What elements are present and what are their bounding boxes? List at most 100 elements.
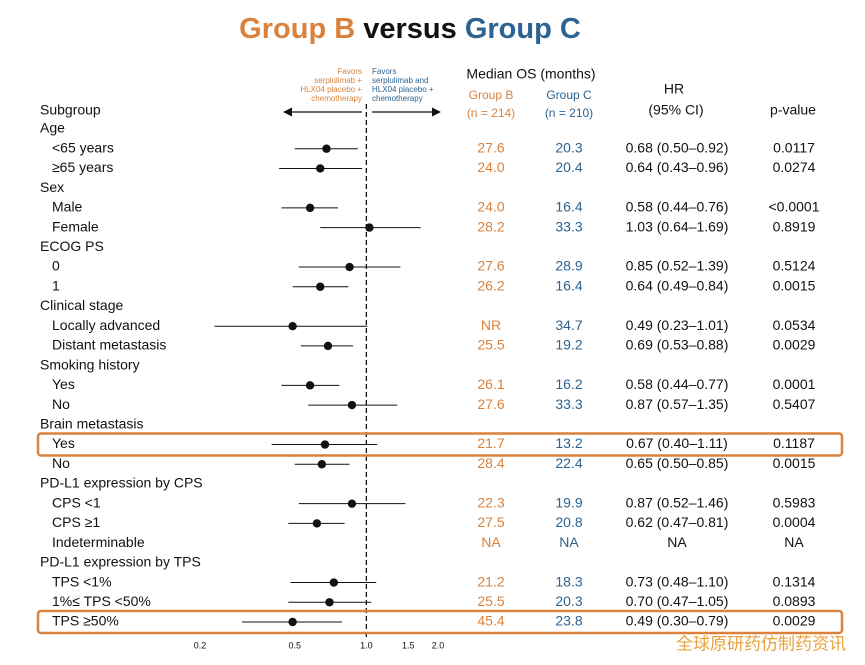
p-value: 0.1187 xyxy=(773,435,815,451)
median-b: 21.7 xyxy=(477,435,504,451)
hr-ci: 0.69 (0.53–0.88) xyxy=(626,337,729,353)
median-c: 23.8 xyxy=(555,613,582,629)
hr-ci: 0.68 (0.50–0.92) xyxy=(626,139,729,155)
median-c: 18.3 xyxy=(555,573,582,589)
group-c-n: (n = 210) xyxy=(545,106,593,120)
favors-left: Favors xyxy=(338,67,362,76)
subgroup-header: Subgroup xyxy=(40,102,101,118)
hr-ci: 0.58 (0.44–0.76) xyxy=(626,199,729,215)
median-b: 24.0 xyxy=(477,159,504,175)
title-part: Group B xyxy=(239,13,355,45)
p-value: 0.0015 xyxy=(773,455,816,471)
median-b: 26.1 xyxy=(477,376,504,392)
hr-point xyxy=(312,519,322,528)
x-tick-label: 0.5 xyxy=(288,640,301,650)
hr-ci: 0.87 (0.52–1.46) xyxy=(626,494,729,510)
subgroup-label: Locally advanced xyxy=(52,317,160,333)
median-b: 25.5 xyxy=(477,337,504,353)
favors-left: serplulimab + xyxy=(314,76,362,85)
median-header: Median OS (months) xyxy=(466,66,595,82)
subgroup-label: No xyxy=(52,455,70,471)
hr-point xyxy=(365,223,374,232)
median-c: 33.3 xyxy=(555,218,582,234)
median-c: 28.9 xyxy=(555,258,582,274)
p-value: 0.8919 xyxy=(773,218,816,234)
median-c: 20.3 xyxy=(555,139,582,155)
favors-right: Favors xyxy=(372,67,396,76)
hr-point xyxy=(345,262,354,272)
subgroup-label: Yes xyxy=(52,376,75,392)
subgroup-label: TPS ≥50% xyxy=(52,613,119,629)
subgroup-label: CPS ≥1 xyxy=(52,514,100,530)
hr-point xyxy=(305,203,315,213)
p-value: 0.5983 xyxy=(773,494,816,510)
hr-point xyxy=(316,164,325,173)
hr-point xyxy=(288,322,297,331)
median-c: 20.4 xyxy=(555,159,582,175)
group-header: Smoking history xyxy=(40,356,140,372)
hr-ci: 0.85 (0.52–1.39) xyxy=(626,258,729,274)
hr-point xyxy=(305,381,315,390)
group-header: Age xyxy=(40,120,65,136)
p-value: 0.0274 xyxy=(773,159,816,175)
median-b: 25.5 xyxy=(477,593,504,609)
hr-ci: 0.62 (0.47–0.81) xyxy=(626,514,729,530)
subgroup-label: 1 xyxy=(52,277,60,293)
title-part: Group C xyxy=(465,13,581,45)
median-c: 13.2 xyxy=(555,435,582,451)
median-c: 22.4 xyxy=(555,455,582,471)
title-part: versus xyxy=(363,13,457,45)
hr-ci: 0.49 (0.30–0.79) xyxy=(626,613,729,629)
subgroup-label: TPS <1% xyxy=(52,573,112,589)
highlight-box xyxy=(36,609,844,635)
p-value: 0.0029 xyxy=(773,613,816,629)
p-value: 0.0004 xyxy=(773,514,816,530)
median-b: 24.0 xyxy=(477,199,504,215)
subgroup-label: Male xyxy=(52,199,83,215)
hr-ci: 0.73 (0.48–1.10) xyxy=(626,573,729,589)
group-header: Clinical stage xyxy=(40,297,123,313)
median-b: 45.4 xyxy=(477,613,504,629)
x-tick-label: 2.0 xyxy=(432,640,445,650)
p-value: 0.0893 xyxy=(773,593,816,609)
hr-ci: 0.58 (0.44–0.77) xyxy=(626,376,729,392)
hr-point xyxy=(317,460,327,469)
favors-right: serplulimab and xyxy=(372,76,428,85)
hr-point xyxy=(347,499,357,508)
median-b: 27.6 xyxy=(477,139,504,155)
subgroup-label: 1%≤ TPS <50% xyxy=(52,593,151,609)
p-value: <0.0001 xyxy=(769,199,820,215)
x-tick-label: 1.0 xyxy=(360,640,373,650)
p-value: 0.5124 xyxy=(773,258,816,274)
hr-ci: 0.65 (0.50–0.85) xyxy=(626,455,729,471)
median-c: 20.8 xyxy=(555,514,582,530)
hr-point xyxy=(322,144,331,153)
hr-ci: 0.67 (0.40–1.11) xyxy=(626,435,728,451)
hr-point xyxy=(323,341,333,351)
p-value: 0.0117 xyxy=(773,139,815,155)
p-value: 0.1314 xyxy=(773,573,816,589)
ci-header: (95% CI) xyxy=(648,102,703,118)
group-header: PD-L1 expression by TPS xyxy=(40,554,201,570)
subgroup-label: Female xyxy=(52,218,99,234)
median-b: 28.4 xyxy=(477,455,504,471)
hr-ci: 1.03 (0.64–1.69) xyxy=(626,218,729,234)
hr-point xyxy=(329,578,339,587)
p-value: 0.0001 xyxy=(773,376,816,392)
hr-point xyxy=(288,617,297,627)
group-c-header: Group C xyxy=(546,88,592,102)
group-header: ECOG PS xyxy=(40,238,104,254)
median-b: 21.2 xyxy=(477,573,504,589)
hr-header: HR xyxy=(664,81,684,97)
median-b: 27.6 xyxy=(477,258,504,274)
p-value: NA xyxy=(784,534,804,550)
p-value: 0.0029 xyxy=(773,337,816,353)
median-b: 26.2 xyxy=(477,277,504,293)
median-b: NR xyxy=(481,317,501,333)
hr-ci: 0.49 (0.23–1.01) xyxy=(626,317,729,333)
hr-point xyxy=(320,440,330,449)
hr-ci: 0.70 (0.47–1.05) xyxy=(626,593,729,609)
hr-ci: 0.64 (0.49–0.84) xyxy=(626,277,729,293)
group-header: PD-L1 expression by CPS xyxy=(40,475,203,491)
hr-point xyxy=(325,598,334,607)
